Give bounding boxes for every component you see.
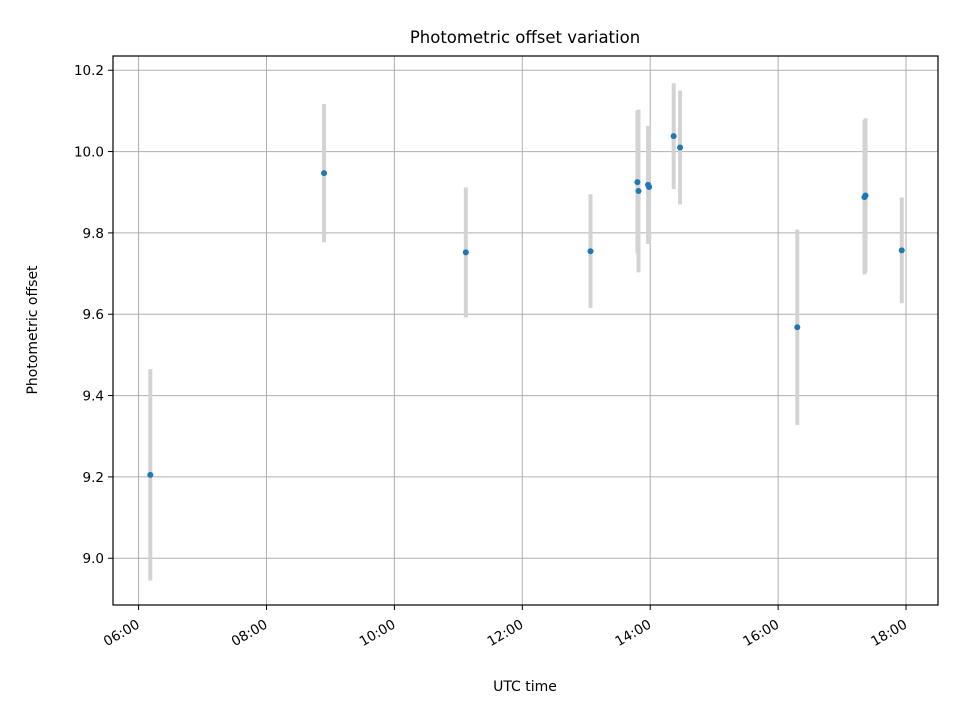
errorbars — [148, 83, 904, 581]
y-tick-label: 9.2 — [83, 470, 104, 486]
data-point — [634, 179, 641, 186]
y-tick-label: 9.6 — [83, 307, 104, 323]
data-point — [794, 324, 801, 331]
y-axis-title: Photometric offset — [25, 265, 41, 395]
x-tick-label: 12:00 — [485, 617, 527, 650]
x-axis-ticks: 06:00 08:00 10:00 12:00 14:00 16:00 18:00 — [101, 605, 910, 650]
x-tick-label: 16:00 — [740, 617, 782, 650]
y-tick-label: 9.8 — [83, 226, 104, 242]
data-point — [635, 188, 642, 195]
x-tick-label: 18:00 — [868, 617, 910, 650]
data-point — [462, 249, 469, 256]
y-axis-ticks: 9.0 9.2 9.4 9.6 9.8 10.0 10.2 — [74, 63, 113, 567]
data-point — [147, 471, 154, 478]
data-point — [670, 133, 677, 140]
y-tick-label: 10.2 — [74, 63, 104, 79]
plot-frame — [112, 55, 939, 606]
data-point — [677, 144, 684, 151]
data-points — [147, 133, 905, 478]
x-tick-label: 14:00 — [613, 617, 655, 650]
data-point — [321, 170, 328, 177]
x-tick-label: 06:00 — [101, 617, 143, 650]
x-tick-label: 08:00 — [229, 617, 271, 650]
x-tick-label: 10:00 — [357, 617, 399, 650]
y-tick-label: 9.4 — [83, 389, 104, 405]
grid — [113, 56, 938, 605]
x-axis-title: UTC time — [493, 679, 557, 695]
y-tick-label: 10.0 — [74, 145, 104, 161]
data-point — [862, 192, 869, 199]
data-point — [587, 248, 594, 255]
y-tick-label: 9.0 — [83, 551, 104, 567]
data-point — [646, 183, 653, 190]
chart-title: Photometric offset variation — [410, 28, 640, 47]
data-point — [898, 247, 905, 254]
